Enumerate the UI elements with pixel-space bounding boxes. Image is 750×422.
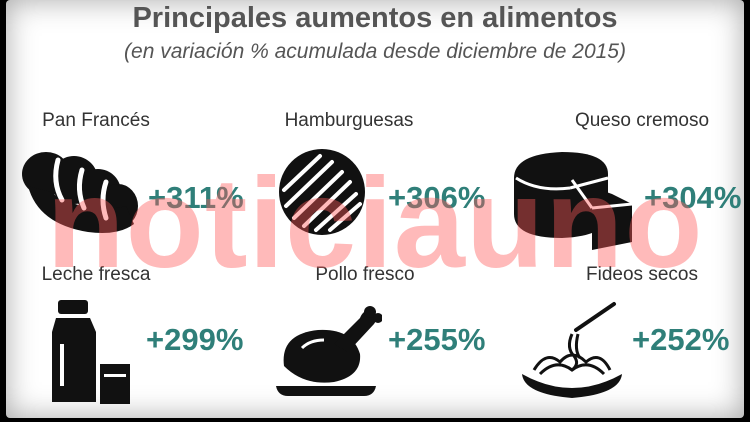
- item-label: Hamburguesas: [284, 110, 414, 131]
- item-pollo-fresco: Pollo fresco +255%: [262, 264, 507, 414]
- value-label: +252%: [632, 322, 730, 357]
- bread-icon: [22, 152, 138, 233]
- value-label: +299%: [146, 322, 244, 357]
- item-queso-cremoso: Queso cremoso +304%: [506, 110, 744, 260]
- value-label: +255%: [388, 322, 486, 357]
- chart-title: Principales aumentos en alimentos: [132, 2, 618, 34]
- value-label: +306%: [388, 180, 486, 215]
- cheese-icon: [514, 152, 633, 250]
- spaghetti-icon: [522, 302, 622, 398]
- burger-patty-icon: [279, 149, 365, 235]
- item-label: Pollo fresco: [315, 264, 415, 285]
- item-fideos-secos: Fideos secos +252%: [506, 264, 744, 414]
- chart-subtitle: (en variación % acumulada desde diciembr…: [124, 40, 626, 63]
- item-leche-fresca: Leche fresca +299%: [16, 264, 261, 414]
- milk-bottle-icon: [52, 300, 130, 404]
- value-label: +311%: [148, 180, 244, 215]
- infographic-card: Principales aumentos en alimentos (en va…: [6, 0, 744, 418]
- item-label: Fideos secos: [586, 264, 698, 285]
- value-label: +304%: [644, 180, 742, 215]
- item-pan-frances: Pan Francés +311%: [16, 110, 261, 260]
- item-hamburguesas: Hamburguesas +306%: [262, 110, 507, 260]
- item-label: Leche fresca: [41, 264, 151, 285]
- roast-chicken-icon: [276, 306, 382, 396]
- item-label: Queso cremoso: [574, 110, 710, 131]
- item-label: Pan Francés: [42, 110, 150, 131]
